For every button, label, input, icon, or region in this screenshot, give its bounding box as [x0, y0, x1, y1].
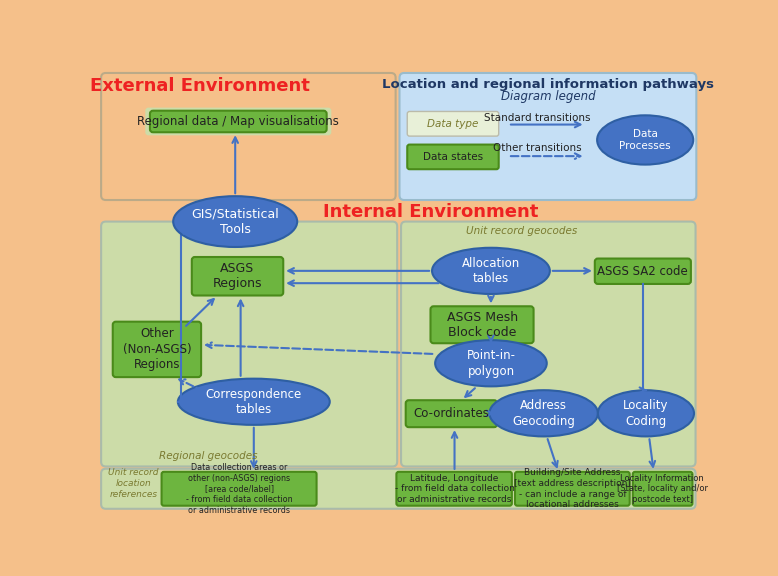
FancyBboxPatch shape: [407, 112, 499, 136]
FancyBboxPatch shape: [430, 306, 534, 343]
Text: Locality Information
[State, locality and/or
postcode text]: Locality Information [State, locality an…: [617, 473, 708, 504]
Text: Data type: Data type: [427, 119, 478, 129]
FancyBboxPatch shape: [101, 73, 396, 200]
Text: Regional data / Map visualisations: Regional data / Map visualisations: [138, 115, 339, 128]
Text: Unit record geocodes: Unit record geocodes: [466, 226, 577, 236]
FancyBboxPatch shape: [192, 257, 283, 295]
FancyBboxPatch shape: [633, 472, 692, 506]
Ellipse shape: [598, 390, 694, 437]
Text: Regional geocodes: Regional geocodes: [159, 450, 258, 461]
Ellipse shape: [435, 340, 547, 386]
FancyBboxPatch shape: [595, 259, 691, 284]
Text: Correspondence
tables: Correspondence tables: [205, 388, 302, 416]
Ellipse shape: [432, 248, 550, 294]
Text: Location and regional information pathways: Location and regional information pathwa…: [382, 78, 714, 91]
FancyBboxPatch shape: [113, 321, 201, 377]
FancyBboxPatch shape: [515, 472, 629, 506]
FancyBboxPatch shape: [145, 108, 331, 135]
FancyBboxPatch shape: [407, 145, 499, 169]
Text: Address
Geocoding: Address Geocoding: [512, 399, 575, 427]
FancyBboxPatch shape: [399, 73, 696, 200]
FancyBboxPatch shape: [397, 472, 512, 506]
FancyBboxPatch shape: [405, 400, 497, 427]
Text: Data
Processes: Data Processes: [619, 129, 671, 151]
Text: Data collection areas or
other (non-ASGS) regions
[area code/label]
- from field: Data collection areas or other (non-ASGS…: [186, 463, 293, 515]
Ellipse shape: [178, 378, 330, 425]
FancyBboxPatch shape: [401, 222, 696, 467]
Text: ASGS Mesh
Block code: ASGS Mesh Block code: [447, 310, 518, 339]
Text: Unit record
location
references: Unit record location references: [108, 468, 159, 499]
Ellipse shape: [598, 115, 693, 165]
Text: Point-in-
polygon: Point-in- polygon: [467, 349, 516, 377]
Text: Locality
Coding: Locality Coding: [623, 399, 669, 427]
Text: Diagram legend: Diagram legend: [501, 90, 596, 103]
Text: Internal Environment: Internal Environment: [323, 203, 538, 221]
Text: Other
(Non-ASGS)
Regions: Other (Non-ASGS) Regions: [123, 327, 191, 372]
Text: Data states: Data states: [423, 152, 483, 162]
Text: Standard transitions: Standard transitions: [484, 113, 591, 123]
FancyBboxPatch shape: [162, 472, 317, 506]
Text: Allocation
tables: Allocation tables: [462, 257, 520, 285]
Text: Co-ordinates: Co-ordinates: [413, 407, 489, 420]
Text: Latitude, Longitude
- from field data collection
or administrative records: Latitude, Longitude - from field data co…: [394, 473, 514, 504]
Text: ASGS SA2 code: ASGS SA2 code: [598, 265, 689, 278]
FancyBboxPatch shape: [101, 469, 696, 509]
Text: GIS/Statistical
Tools: GIS/Statistical Tools: [191, 207, 279, 236]
Ellipse shape: [173, 196, 297, 247]
Text: ASGS
Regions: ASGS Regions: [212, 262, 262, 290]
Ellipse shape: [489, 390, 598, 437]
Text: Building/Site Address
[text address description]
- can include a range of
locati: Building/Site Address [text address desc…: [514, 468, 631, 509]
FancyBboxPatch shape: [101, 222, 398, 467]
FancyBboxPatch shape: [150, 111, 327, 132]
Text: External Environment: External Environment: [89, 77, 310, 95]
Text: Other transitions: Other transitions: [493, 143, 582, 153]
